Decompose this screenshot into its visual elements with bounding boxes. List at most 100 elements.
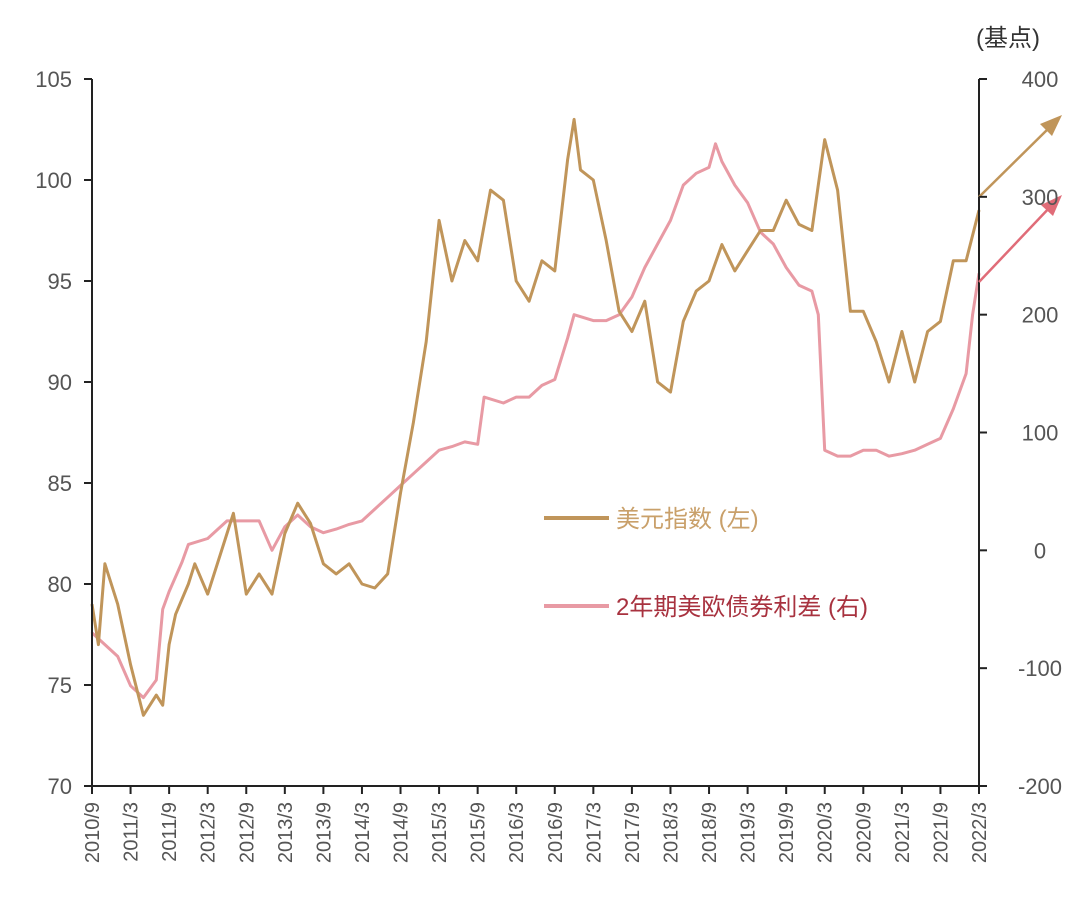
x-tick-label: 2017/9: [622, 802, 644, 863]
spread-point: [322, 531, 325, 534]
dollar-index-point: [245, 592, 248, 596]
x-tick-label: 2010/9: [82, 802, 104, 863]
arrow-dollar-index: [978, 115, 1062, 198]
spread-point: [360, 519, 364, 523]
spread-point: [733, 183, 736, 187]
spread-point: [862, 448, 865, 452]
dollar-index-point: [515, 279, 518, 283]
left-tick-label: 85: [48, 471, 72, 496]
dollar-index-point: [187, 582, 190, 586]
spread-point: [296, 513, 299, 517]
spread-point: [926, 443, 929, 446]
right-tick-label: 100: [1022, 421, 1059, 446]
spread-point: [527, 395, 531, 399]
dollar-index-point: [412, 421, 415, 424]
legend: 美元指数 (左) 2年期美欧债券利差 (右): [544, 506, 868, 621]
spread-point: [270, 549, 274, 552]
dollar-index-point: [746, 249, 749, 252]
spread-point: [476, 443, 479, 446]
dollar-index-point: [759, 229, 762, 232]
dollar-index-point: [797, 223, 801, 226]
spread-point: [540, 384, 544, 387]
dollar-index-point: [322, 562, 325, 565]
spread-point: [187, 543, 190, 546]
dollar-index-point: [682, 320, 685, 323]
spread-point: [450, 445, 454, 448]
x-tick-label: 2016/9: [545, 802, 567, 863]
dollar-index-point: [572, 118, 576, 121]
spread-point: [849, 454, 852, 458]
spread-point: [939, 437, 942, 440]
dollar-index-point: [193, 562, 197, 565]
dollar-index-point: [116, 603, 119, 606]
right-tick-label: 300: [1022, 185, 1059, 210]
spread-point: [707, 166, 711, 169]
spread-point: [656, 242, 659, 246]
x-tick-label: 2015/9: [468, 802, 490, 863]
x-tick-label: 2018/3: [660, 802, 682, 863]
spread-point: [412, 472, 415, 475]
spread-point: [206, 537, 209, 540]
dollar-index-point: [862, 310, 865, 313]
spread-point: [772, 242, 775, 246]
right-tick-label: 400: [1022, 67, 1059, 92]
spread-point: [784, 266, 788, 269]
x-tick-label: 2013/9: [313, 802, 335, 863]
spread-point: [180, 560, 184, 564]
dollar-index-point: [129, 663, 132, 666]
dollar-index-point: [309, 522, 312, 525]
dollar-index-point: [386, 572, 389, 576]
dollar-index-point: [952, 259, 955, 262]
dollar-index-point: [97, 643, 100, 646]
dollar-index-point: [643, 300, 646, 303]
dollar-index-point: [476, 259, 479, 262]
spread-point: [482, 395, 486, 399]
dollar-index-point: [939, 320, 942, 323]
right-axis-unit: (基点): [976, 25, 1040, 52]
spread-point: [900, 452, 904, 455]
dollar-index-point: [694, 289, 698, 293]
arrow-spread: [978, 195, 1062, 283]
dollar-index-point: [605, 239, 608, 242]
dollar-index-point: [142, 714, 145, 717]
dollar-index-point: [887, 380, 891, 384]
right-tick-label: -100: [1018, 656, 1062, 681]
spread-point: [515, 395, 518, 399]
dollar-index-point: [566, 158, 569, 161]
x-tick-label: 2019/9: [776, 802, 798, 863]
dollar-index-point: [450, 279, 454, 283]
dollar-index-point: [399, 491, 402, 495]
spread-point: [566, 337, 569, 340]
x-tick-label: 2018/9: [699, 802, 721, 863]
x-tick-label: 2021/9: [930, 802, 952, 863]
spread-point: [605, 319, 608, 322]
spread-point: [155, 678, 158, 682]
spread-point: [463, 440, 466, 444]
legend-label-spread: 2年期美欧债券利差 (右): [616, 594, 868, 621]
dollar-index-point: [849, 310, 852, 313]
spread-point: [887, 454, 891, 458]
spread-point: [823, 448, 826, 452]
left-tick-label: 70: [48, 774, 72, 799]
spread-point: [720, 160, 724, 163]
dollar-index-point: [553, 269, 556, 273]
spread-point: [694, 172, 698, 175]
dollar-index-point: [707, 279, 711, 283]
x-tick-label: 2021/3: [892, 802, 914, 863]
spread-point: [257, 519, 261, 523]
spread-point: [347, 523, 351, 526]
dollar-index-point: [502, 199, 505, 202]
dollar-index-point: [347, 562, 351, 565]
x-tick-label: 2011/9: [159, 802, 181, 862]
dollar-index-point: [772, 229, 775, 232]
spread-point: [964, 372, 968, 375]
x-tick-label: 2022/3: [969, 802, 991, 863]
dollar-index-point: [257, 572, 261, 576]
spread-point: [103, 643, 107, 646]
spread-point: [129, 684, 132, 688]
x-tick-label: 2011/3: [121, 802, 143, 862]
dollar-index-point: [964, 259, 968, 262]
left-tick-label: 90: [48, 370, 72, 395]
dollar-index-point: [103, 562, 107, 565]
x-tick-label: 2015/3: [429, 802, 451, 863]
